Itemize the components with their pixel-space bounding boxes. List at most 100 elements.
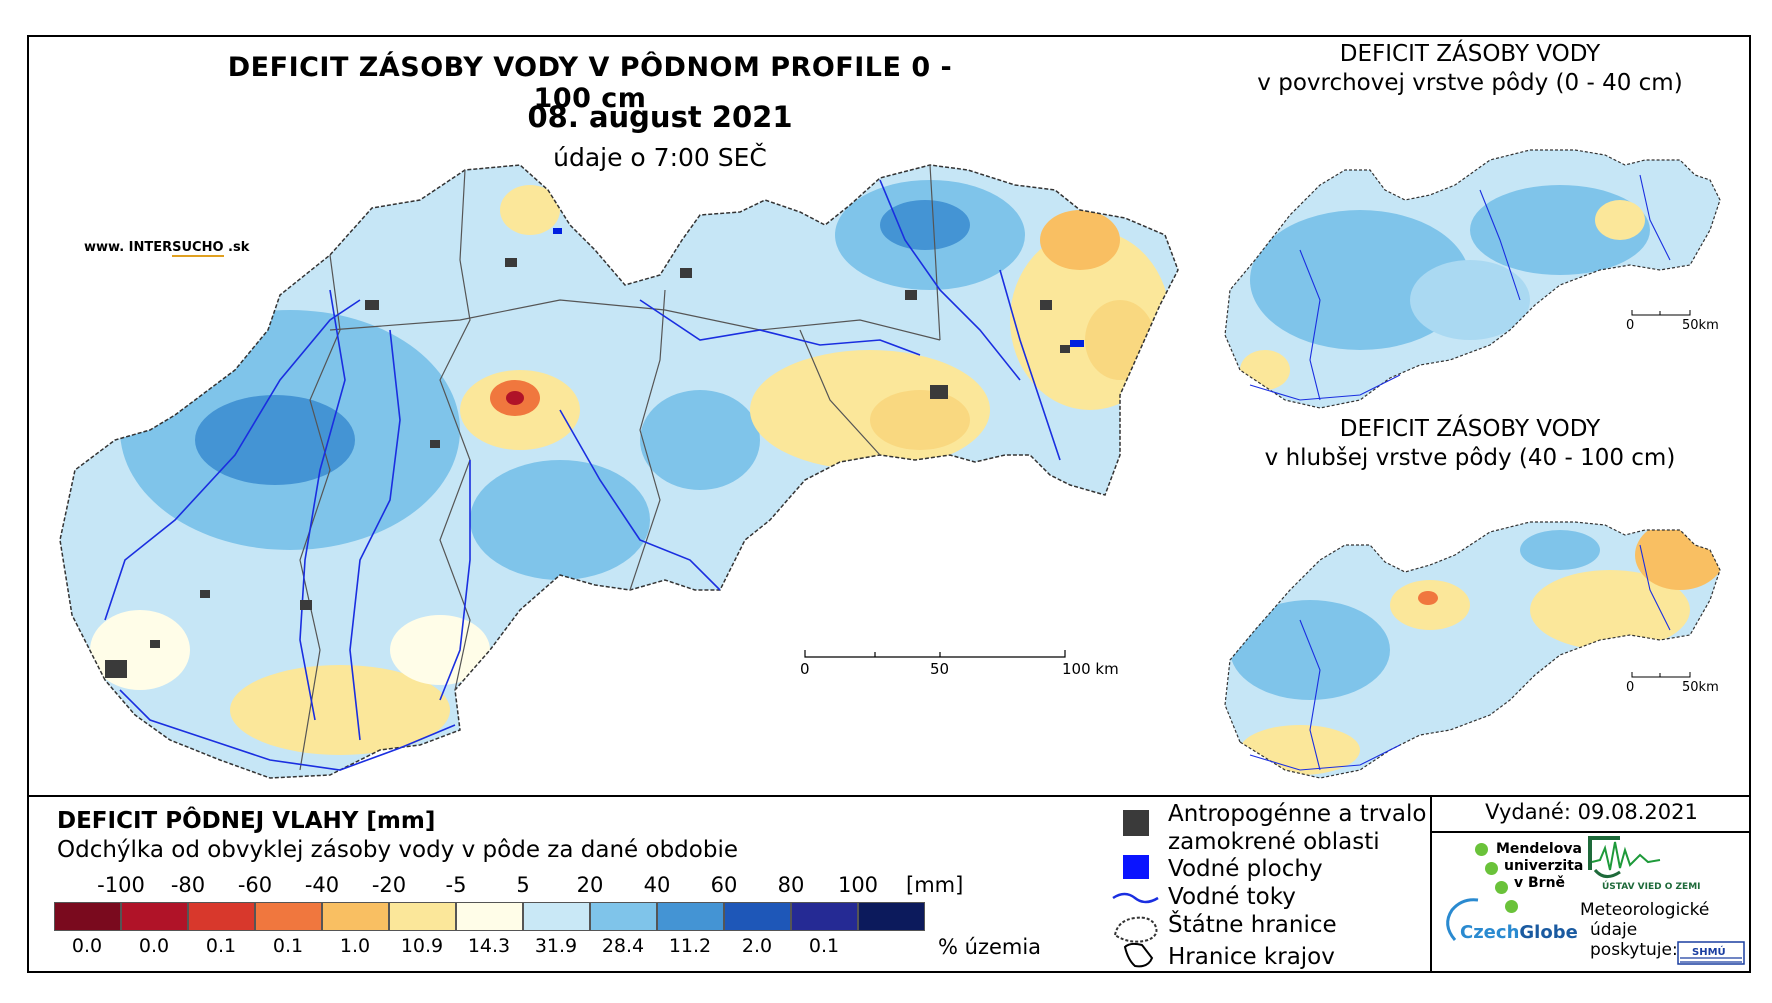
label-anthropogenic-1: Antropogénne a trvalo — [1168, 801, 1427, 827]
main-scale-50: 50 — [930, 660, 950, 678]
legend-tick-label: -60 — [237, 873, 273, 897]
brand-mid: SUCHO — [172, 240, 224, 257]
symbol-rivers — [1112, 892, 1159, 904]
uvgz-text: ÚSTAV VIED O ZEMI — [1602, 882, 1701, 892]
main-scale-100: 100 km — [1062, 660, 1119, 678]
mendel-dot-3 — [1495, 881, 1508, 894]
legend-tick-label: 20 — [576, 873, 604, 897]
inset-top-border — [1224, 149, 1721, 409]
legend-color-box — [858, 902, 925, 931]
inset-top-line1: DEFICIT ZÁSOBY VODY — [1339, 41, 1601, 67]
legend-percentage: 10.9 — [400, 935, 444, 957]
main-water-bodies — [553, 228, 1084, 347]
meteo-provider: Meteorologické údaje poskytuje: — [1580, 900, 1709, 960]
inset-top-rivers — [1249, 174, 1671, 401]
legend-color-box — [322, 902, 389, 931]
label-rivers: Vodné toky — [1168, 884, 1296, 910]
czechglobe-b: Globe — [1519, 922, 1578, 943]
intersucho-link[interactable]: www. INTERSUCHO .sk — [84, 240, 250, 257]
legend-percentage: 0.0 — [71, 935, 103, 957]
czechglobe-a: Czech — [1460, 922, 1520, 943]
legend-color-box — [54, 902, 121, 931]
label-state-border: Štátne hranice — [1168, 912, 1337, 938]
legend-tick-label: -5 — [445, 873, 467, 897]
legend-unit: [mm] — [906, 873, 964, 897]
legend-tick-label: 60 — [710, 873, 738, 897]
legend-color-box — [590, 902, 657, 931]
meteo-l2: údaje — [1590, 920, 1638, 940]
main-title: DEFICIT ZÁSOBY VODY V PÔDNOM PROFILE 0 -… — [227, 52, 953, 114]
label-regions: Hranice krajov — [1168, 944, 1335, 970]
inset-top-scale-bar — [1631, 310, 1691, 316]
meteo-l3: poskytuje: — [1590, 940, 1678, 960]
label-anthropogenic-2: zamokrené oblasti — [1168, 829, 1380, 855]
czechglobe-swoosh — [1446, 898, 1479, 941]
symbol-region-border — [1123, 942, 1154, 968]
legend-color-box — [657, 902, 724, 931]
legend-color-box — [121, 902, 188, 931]
czechglobe-logo: CzechGlobe — [1460, 922, 1578, 943]
main-urban-areas — [105, 258, 1070, 678]
main-rivers — [104, 179, 1061, 771]
legend-color-box — [188, 902, 255, 931]
main-scale-0: 0 — [800, 660, 810, 678]
legend-percentage: 2.0 — [741, 935, 773, 957]
legend-percentage: 31.9 — [534, 935, 578, 957]
legend-color-box — [724, 902, 791, 931]
meteo-l1: Meteorologické — [1580, 900, 1710, 920]
brand-prefix: www. INTER — [84, 240, 173, 255]
label-water-bodies: Vodné plochy — [1168, 856, 1323, 882]
inset-bottom-scale-0: 0 — [1626, 680, 1635, 695]
legend-tick-label: 100 — [837, 873, 879, 897]
inset-deep-map — [1225, 522, 1720, 778]
mendel-dot-4 — [1505, 900, 1518, 913]
uvgz-logo — [1588, 836, 1661, 878]
inset-bottom-title: DEFICIT ZÁSOBY VODY v hlubšej vrstve pôd… — [1210, 415, 1730, 473]
inset-top-title: DEFICIT ZÁSOBY VODY v povrchovej vrstve … — [1210, 40, 1730, 98]
legend-color-box — [389, 902, 456, 931]
legend-subtitle: Odchýlka od obvyklej zásoby vody v pôde … — [57, 837, 738, 863]
shmu-logo — [1677, 941, 1745, 965]
legend-color-box — [456, 902, 523, 931]
inset-bottom-scale-50: 50km — [1682, 680, 1719, 695]
mendel-logo: Mendelova univerzita v Brně — [1496, 841, 1583, 892]
legend-title: DEFICIT PÔDNEJ VLAHY [mm] — [57, 808, 436, 834]
legend-tick-label: -100 — [97, 873, 145, 897]
map-date: 08. august 2021 — [527, 100, 793, 134]
legend-percentage: 1.0 — [339, 935, 371, 957]
inset-surface-map — [1225, 150, 1720, 408]
legend-percentage: 0.0 — [138, 935, 170, 957]
legend-tick-label: -40 — [304, 873, 340, 897]
legend-color-box — [523, 902, 590, 931]
inset-bottom-line2: v hlubšej vrstve pôdy (40 - 100 cm) — [1264, 445, 1676, 471]
legend-tick-label: 80 — [777, 873, 805, 897]
mendel-l1: Mendelova — [1496, 841, 1582, 857]
inset-top-scale-50: 50km — [1682, 318, 1719, 333]
issued-divider — [1430, 831, 1751, 833]
inset-top-scale-0: 0 — [1626, 318, 1635, 333]
symbol-state-border — [1113, 916, 1158, 943]
mendel-dot-2 — [1485, 862, 1498, 875]
inset-top-line2: v povrchovej vrstve pôdy (0 - 40 cm) — [1257, 70, 1683, 96]
legend-tick-label: -20 — [371, 873, 407, 897]
legend-pct-unit: % územia — [938, 935, 1042, 959]
shmu-text: SHMÚ — [1692, 947, 1726, 958]
legend-tick-label: 40 — [643, 873, 671, 897]
mendel-dot-1 — [1475, 843, 1488, 856]
brand-suffix: .sk — [223, 240, 250, 255]
legend-tick-label: -80 — [170, 873, 206, 897]
legend-percentage: 28.4 — [601, 935, 645, 957]
inset-bottom-rivers — [1249, 544, 1671, 771]
main-state-border — [59, 164, 1179, 779]
legend-color-box — [255, 902, 322, 931]
legend-percentage: 0.1 — [272, 935, 304, 957]
inset-bottom-scale-bar — [1631, 672, 1691, 678]
inset-bottom-line1: DEFICIT ZÁSOBY VODY — [1339, 416, 1601, 442]
inset-bottom-border — [1224, 521, 1721, 779]
logos-divider — [1430, 795, 1432, 973]
time-note: údaje o 7:00 SEČ — [553, 143, 767, 172]
issued-date: Vydané: 09.08.2021 — [1485, 800, 1698, 824]
legend-divider — [27, 795, 1751, 797]
legend-color-box — [791, 902, 858, 931]
